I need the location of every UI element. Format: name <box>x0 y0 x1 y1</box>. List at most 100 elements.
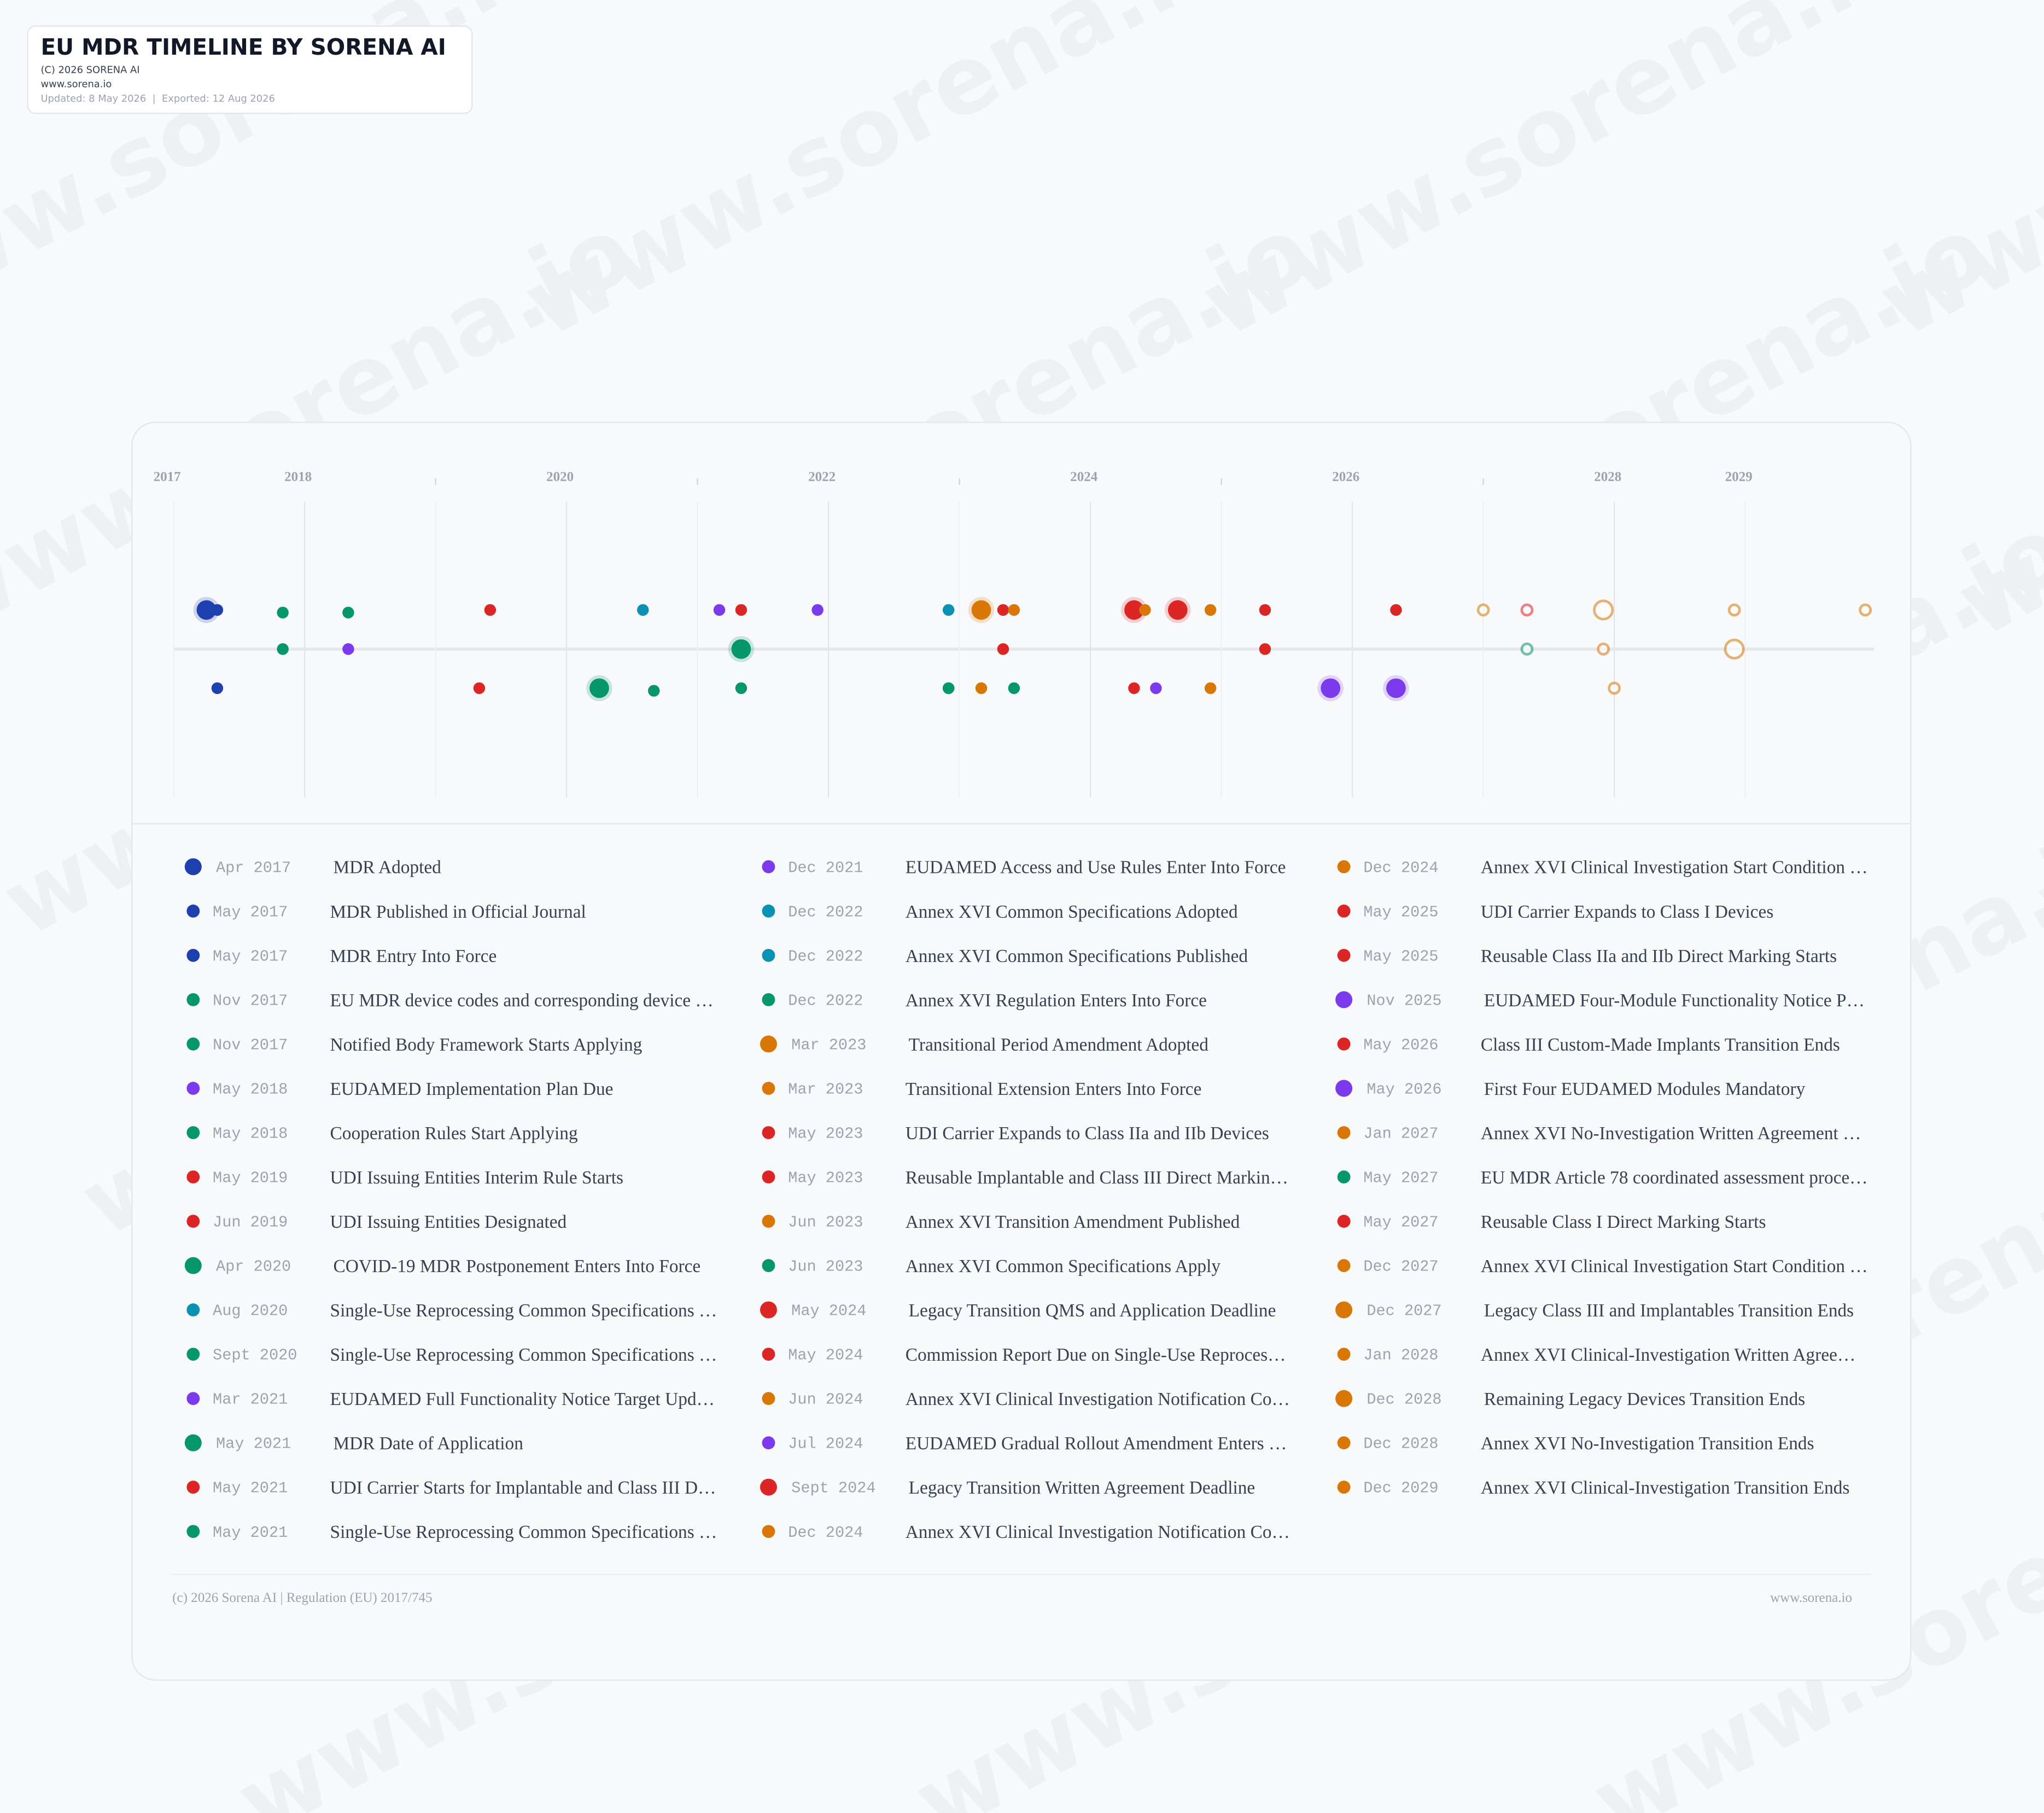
legend-dot <box>1337 1348 1351 1361</box>
legend-date: May 2017 <box>213 903 288 921</box>
legend-dot <box>760 1301 777 1319</box>
legend-label: EUDAMED Access and Use Rules Enter Into … <box>906 858 1286 878</box>
legend-date: May 2023 <box>788 1169 863 1187</box>
legend-date: Dec 2024 <box>788 1524 863 1542</box>
legend-label: MDR Published in Official Journal <box>330 902 586 922</box>
legend-date: Mar 2023 <box>788 1080 863 1098</box>
legend-date: Nov 2025 <box>1366 992 1441 1010</box>
legend-date: Nov 2017 <box>213 1036 288 1054</box>
legend-date: Dec 2027 <box>1366 1302 1441 1320</box>
event-dot <box>1608 681 1621 695</box>
event-dot <box>342 643 354 655</box>
legend-date: May 2021 <box>213 1479 288 1497</box>
event-dot <box>997 643 1009 655</box>
legend-date: Jun 2024 <box>788 1391 863 1409</box>
legend-label: Transitional Period Amendment Adopted <box>909 1035 1209 1055</box>
legend-dot <box>186 1348 200 1361</box>
event-dot <box>1593 599 1614 621</box>
legend-label: Annex XVI Clinical Investigation Start C… <box>1481 1256 1868 1276</box>
footer-right: www.sorena.io <box>1770 1590 1852 1605</box>
event-dot <box>942 682 955 695</box>
legend-date: Jun 2023 <box>788 1214 863 1232</box>
title: EU MDR TIMELINE BY SORENA AI <box>40 34 446 60</box>
event-dot <box>1321 678 1341 698</box>
legend-dot <box>1337 1037 1351 1051</box>
legend-dot <box>1337 1436 1351 1450</box>
event-dot <box>1727 603 1741 617</box>
legend-label: Class III Custom-Made Implants Transitio… <box>1481 1035 1840 1055</box>
legend-label: Single-Use Reprocessing Common Specifica… <box>330 1522 717 1542</box>
legend-label: UDI Issuing Entities Designated <box>330 1212 567 1232</box>
legend-dot <box>184 1257 202 1274</box>
legend-label: Single-Use Reprocessing Common Specifica… <box>330 1345 717 1365</box>
footer-left: (c) 2026 Sorena AI | Regulation (EU) 201… <box>172 1590 432 1605</box>
legend-label: EU MDR Article 78 coordinated assessment… <box>1481 1168 1868 1188</box>
legend-date: May 2025 <box>1363 947 1438 965</box>
legend-date: Aug 2020 <box>213 1302 288 1320</box>
legend-dot <box>762 948 775 962</box>
legend-date: Sept 2024 <box>791 1479 875 1497</box>
legend-label: EUDAMED Four-Module Functionality Notice… <box>1484 990 1865 1011</box>
event-dot <box>1150 682 1162 695</box>
copyright: (C) 2026 SORENA AI <box>40 64 139 75</box>
legend-dot <box>186 1215 200 1228</box>
event-dot <box>731 639 751 659</box>
legend-label: Annex XVI No-Investigation Written Agree… <box>1481 1123 1861 1144</box>
event-dot <box>735 604 747 616</box>
legend-dot <box>1337 948 1351 962</box>
legend-label: Reusable Class I Direct Marking Starts <box>1481 1212 1766 1232</box>
legend-dot <box>1335 1390 1353 1407</box>
legend-date: Mar 2023 <box>791 1036 866 1054</box>
legend-date: May 2027 <box>1363 1214 1438 1232</box>
legend-date: Nov 2017 <box>213 992 288 1010</box>
year-label: 2026 <box>1332 469 1359 484</box>
event-dot <box>637 604 649 616</box>
event-dot <box>1008 682 1020 695</box>
event-dot <box>1390 604 1402 616</box>
url: www.sorena.io <box>40 79 112 90</box>
legend-label: Transitional Extension Enters Into Force <box>906 1079 1202 1099</box>
legend-label: UDI Issuing Entities Interim Rule Starts <box>330 1168 623 1188</box>
event-dot <box>1859 603 1872 617</box>
legend-label: Annex XVI Clinical Investigation Notific… <box>906 1522 1290 1542</box>
legend-date: May 2027 <box>1363 1169 1438 1187</box>
legend-label: Remaining Legacy Devices Transition Ends <box>1484 1389 1805 1409</box>
legend-dot <box>186 1082 200 1095</box>
header-card <box>27 25 473 114</box>
legend-dot <box>762 1126 775 1139</box>
legend-label: Annex XVI Common Specifications Adopted <box>906 902 1238 922</box>
legend-dot <box>186 1392 200 1406</box>
legend-dot <box>186 1170 200 1184</box>
event-dot <box>811 604 824 616</box>
legend-label: Annex XVI Common Specifications Publishe… <box>906 946 1248 966</box>
event-dot <box>1167 600 1188 620</box>
chart-card <box>131 421 1912 1681</box>
legend-date: Dec 2024 <box>1363 859 1438 877</box>
legend-label: COVID-19 MDR Postponement Enters Into Fo… <box>333 1256 700 1276</box>
year-label: 2018 <box>284 469 312 484</box>
legend-dot <box>762 1259 775 1272</box>
legend-dot <box>1335 991 1353 1008</box>
legend-dot <box>1337 1480 1351 1494</box>
legend-label: Legacy Transition Written Agreement Dead… <box>909 1478 1255 1498</box>
year-label: 2017 <box>154 469 181 484</box>
legend-date: May 2025 <box>1363 903 1438 921</box>
legend-date: May 2021 <box>213 1524 288 1542</box>
legend-date: Apr 2017 <box>216 859 291 877</box>
year-label: 2029 <box>1725 469 1753 484</box>
event-dot <box>1386 678 1406 698</box>
legend-dot <box>186 1480 200 1494</box>
legend-date: May 2026 <box>1363 1036 1438 1054</box>
legend-label: Annex XVI Regulation Enters Into Force <box>906 990 1207 1011</box>
legend-dot <box>762 1392 775 1406</box>
legend-dot <box>186 1303 200 1317</box>
event-dot <box>1008 604 1020 616</box>
legend-label: Reusable Class IIa and IIb Direct Markin… <box>1481 946 1837 966</box>
legend-label: Cooperation Rules Start Applying <box>330 1123 578 1144</box>
legend-dot <box>186 1126 200 1139</box>
event-dot <box>1259 604 1271 616</box>
legend-date: Mar 2021 <box>213 1391 288 1409</box>
legend-label: Legacy Class III and Implantables Transi… <box>1484 1301 1854 1321</box>
